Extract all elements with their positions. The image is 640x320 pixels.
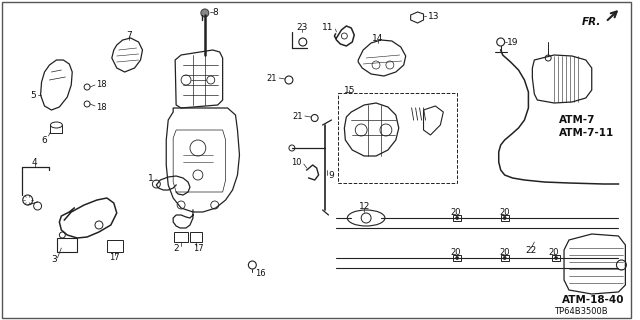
Text: ATM-7: ATM-7 bbox=[559, 115, 596, 125]
Text: 21: 21 bbox=[267, 74, 277, 83]
Text: 15: 15 bbox=[344, 85, 356, 94]
Text: 11: 11 bbox=[322, 22, 333, 31]
Text: 14: 14 bbox=[372, 34, 384, 43]
Circle shape bbox=[503, 217, 506, 220]
Text: TP64B3500B: TP64B3500B bbox=[554, 308, 608, 316]
Bar bbox=[500, 255, 509, 261]
Text: 18: 18 bbox=[96, 79, 107, 89]
Circle shape bbox=[456, 217, 459, 220]
Circle shape bbox=[555, 257, 557, 260]
Text: 17: 17 bbox=[193, 244, 204, 252]
Text: 10: 10 bbox=[291, 157, 302, 166]
Text: 8: 8 bbox=[212, 7, 218, 17]
Bar bbox=[552, 255, 560, 261]
Bar bbox=[107, 240, 123, 252]
Text: 23: 23 bbox=[296, 22, 307, 31]
Text: 9: 9 bbox=[328, 171, 334, 180]
Text: 19: 19 bbox=[507, 37, 518, 46]
Text: 20: 20 bbox=[499, 207, 510, 217]
Text: 5: 5 bbox=[31, 91, 36, 100]
Text: 4: 4 bbox=[32, 157, 38, 166]
Text: ATM-7-11: ATM-7-11 bbox=[559, 128, 614, 138]
Bar bbox=[190, 232, 202, 242]
Text: 21: 21 bbox=[292, 111, 303, 121]
Circle shape bbox=[503, 257, 506, 260]
Text: ATM-18-40: ATM-18-40 bbox=[562, 295, 625, 305]
Text: 16: 16 bbox=[255, 268, 266, 277]
Text: FR.: FR. bbox=[582, 17, 602, 27]
Bar bbox=[174, 232, 188, 242]
Bar bbox=[58, 238, 77, 252]
Bar bbox=[453, 255, 461, 261]
Text: 18: 18 bbox=[96, 102, 107, 111]
Text: 1: 1 bbox=[148, 173, 154, 182]
Text: 7: 7 bbox=[126, 30, 131, 39]
Text: 17: 17 bbox=[109, 252, 120, 261]
Text: 3: 3 bbox=[52, 255, 58, 265]
Text: 20: 20 bbox=[450, 207, 460, 217]
Text: 2: 2 bbox=[173, 244, 179, 252]
Bar bbox=[500, 215, 509, 221]
Text: 12: 12 bbox=[358, 202, 370, 211]
Text: 20: 20 bbox=[450, 247, 460, 257]
Bar bbox=[339, 93, 457, 183]
Circle shape bbox=[456, 257, 459, 260]
Text: 13: 13 bbox=[428, 12, 439, 20]
Text: 20: 20 bbox=[549, 247, 559, 257]
Circle shape bbox=[201, 9, 209, 17]
Text: 22: 22 bbox=[525, 245, 537, 254]
Text: 20: 20 bbox=[499, 247, 510, 257]
Bar bbox=[453, 215, 461, 221]
Text: 6: 6 bbox=[42, 135, 47, 145]
